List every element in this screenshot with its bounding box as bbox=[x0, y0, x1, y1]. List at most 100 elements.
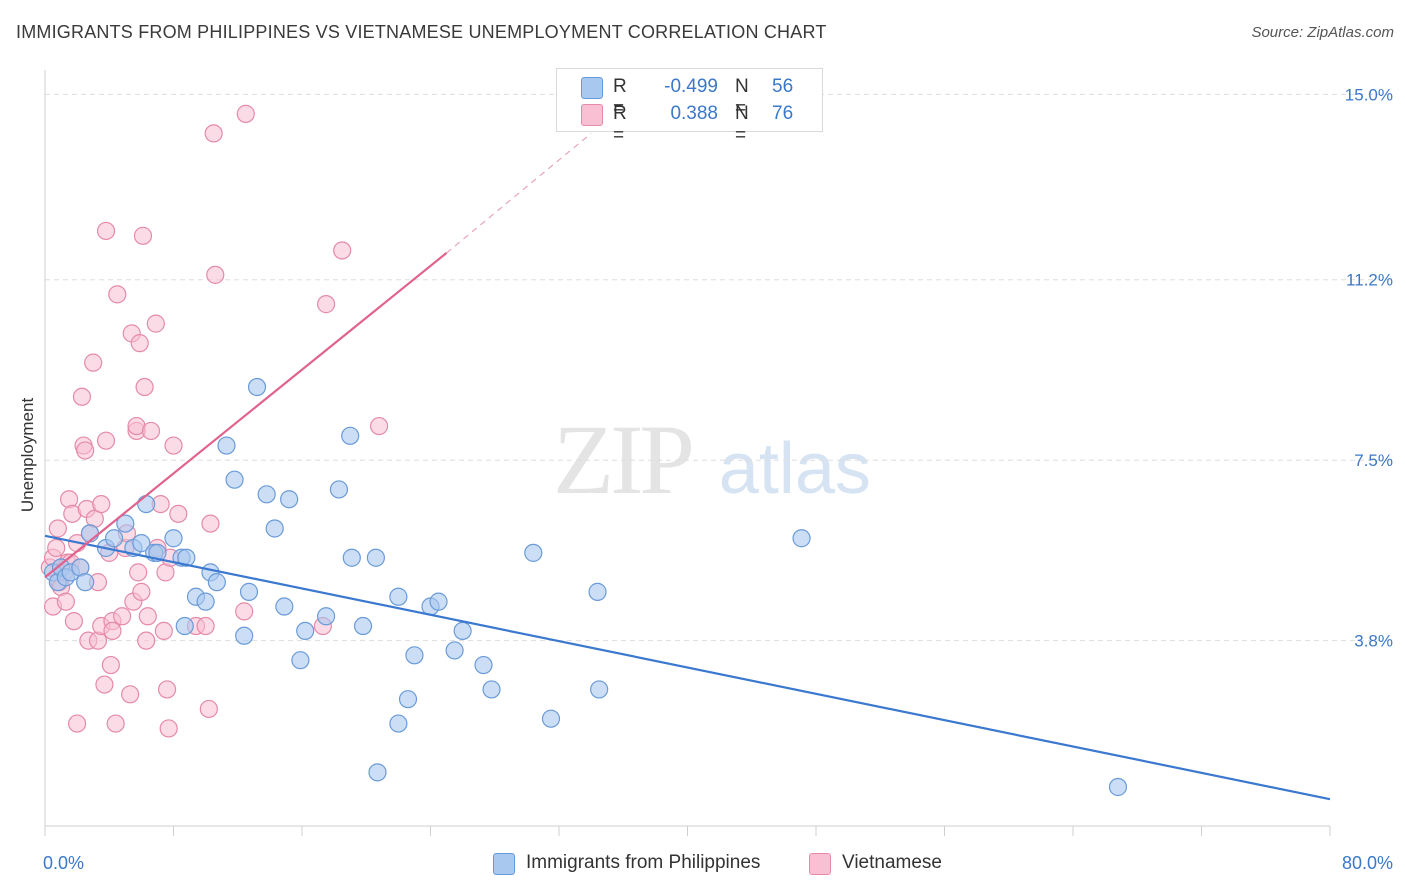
data-point-philippines bbox=[196, 592, 215, 611]
chart-source: Source: ZipAtlas.com bbox=[1251, 24, 1394, 41]
legend-n-label: N = bbox=[735, 103, 749, 146]
data-point-philippines bbox=[429, 592, 448, 611]
data-point-philippines bbox=[275, 597, 294, 616]
bottom-legend-label-philippines: Immigrants from Philippines bbox=[526, 852, 761, 873]
bottom-legend-swatch-philippines bbox=[493, 853, 515, 875]
legend-n-value: 76 bbox=[772, 103, 794, 124]
data-point-vietnamese bbox=[204, 124, 223, 143]
data-point-vietnamese bbox=[164, 436, 183, 455]
trendline-vietnamese bbox=[44, 252, 448, 579]
data-point-philippines bbox=[217, 436, 236, 455]
legend-r-label: R = bbox=[613, 103, 627, 146]
data-point-philippines bbox=[474, 655, 493, 675]
data-point-vietnamese bbox=[64, 612, 84, 631]
data-point-philippines bbox=[175, 616, 194, 636]
data-point-vietnamese bbox=[47, 538, 66, 558]
data-point-philippines bbox=[588, 582, 607, 601]
data-point-philippines bbox=[405, 646, 424, 665]
legend-r-label: R = bbox=[613, 76, 627, 119]
data-point-philippines bbox=[1108, 777, 1128, 797]
data-point-philippines bbox=[524, 543, 543, 562]
legend-r-value: 0.388 bbox=[670, 103, 718, 124]
data-point-philippines bbox=[164, 529, 183, 548]
data-point-vietnamese bbox=[137, 631, 156, 650]
trendline-vietnamese-extension bbox=[446, 132, 592, 254]
y-axis-label: Unemployment bbox=[18, 397, 37, 513]
data-point-vietnamese bbox=[235, 602, 254, 621]
data-point-vietnamese bbox=[88, 631, 108, 650]
data-point-vietnamese bbox=[72, 387, 92, 406]
data-point-vietnamese bbox=[76, 441, 95, 460]
data-point-philippines bbox=[389, 714, 408, 733]
data-point-vietnamese bbox=[133, 226, 153, 245]
data-point-philippines bbox=[398, 690, 418, 709]
data-point-philippines bbox=[366, 548, 385, 567]
chart-title: IMMIGRANTS FROM PHILIPPINES VS VIETNAMES… bbox=[16, 22, 827, 42]
data-point-vietnamese bbox=[130, 334, 149, 353]
data-point-vietnamese bbox=[68, 714, 87, 733]
data-point-philippines bbox=[76, 573, 95, 592]
y-tick-label: 3.8% bbox=[1354, 632, 1393, 651]
bottom-legend-label-vietnamese: Vietnamese bbox=[842, 852, 942, 873]
data-point-philippines bbox=[541, 709, 561, 728]
data-point-philippines bbox=[291, 651, 310, 670]
x-tick-label: 0.0% bbox=[43, 853, 84, 873]
data-point-vietnamese bbox=[154, 621, 173, 641]
data-point-vietnamese bbox=[157, 680, 177, 699]
legend-n-value: 56 bbox=[772, 76, 794, 97]
data-point-vietnamese bbox=[146, 314, 165, 333]
data-point-philippines bbox=[368, 763, 387, 782]
data-point-philippines bbox=[104, 529, 124, 548]
data-point-philippines bbox=[316, 607, 336, 626]
data-point-vietnamese bbox=[95, 675, 114, 694]
data-point-philippines bbox=[80, 524, 100, 543]
data-point-vietnamese bbox=[106, 714, 125, 733]
data-point-philippines bbox=[265, 519, 284, 538]
data-point-philippines bbox=[225, 470, 244, 489]
data-point-philippines bbox=[342, 548, 361, 567]
bottom-legend-swatch-vietnamese bbox=[809, 853, 831, 875]
data-point-vietnamese bbox=[135, 377, 154, 397]
data-point-vietnamese bbox=[196, 616, 215, 636]
data-point-vietnamese bbox=[84, 353, 103, 372]
data-point-vietnamese bbox=[159, 719, 178, 738]
data-point-philippines bbox=[482, 680, 501, 699]
correlation-legend: R = -0.499 N = 56 R = 0.388 N = 76 bbox=[556, 68, 823, 146]
y-tick-label: 11.2% bbox=[1346, 271, 1393, 290]
data-point-philippines bbox=[445, 641, 464, 660]
data-point-philippines bbox=[207, 573, 226, 592]
data-point-vietnamese bbox=[370, 416, 389, 436]
data-point-vietnamese bbox=[103, 621, 122, 641]
data-point-vietnamese bbox=[96, 431, 116, 450]
data-point-vietnamese bbox=[236, 104, 255, 123]
data-point-vietnamese bbox=[56, 592, 75, 611]
data-point-philippines bbox=[792, 529, 811, 548]
legend-r-value: -0.499 bbox=[664, 76, 718, 97]
data-point-philippines bbox=[329, 480, 349, 499]
data-point-philippines bbox=[137, 494, 156, 514]
y-tick-label: 15.0% bbox=[1345, 85, 1393, 104]
data-point-vietnamese bbox=[112, 607, 132, 626]
data-point-vietnamese bbox=[129, 563, 148, 582]
data-point-vietnamese bbox=[132, 582, 151, 601]
data-point-vietnamese bbox=[206, 265, 225, 284]
data-point-philippines bbox=[389, 587, 408, 606]
y-tick-label: 7.5% bbox=[1354, 451, 1393, 470]
data-point-vietnamese bbox=[48, 519, 67, 538]
data-point-vietnamese bbox=[169, 504, 188, 523]
data-point-philippines bbox=[132, 534, 151, 553]
data-point-vietnamese bbox=[201, 514, 220, 533]
data-point-vietnamese bbox=[92, 494, 111, 514]
legend-n-label: N = bbox=[735, 76, 749, 119]
data-point-vietnamese bbox=[96, 221, 116, 241]
legend-swatch-philippines bbox=[581, 77, 603, 99]
trendline-philippines bbox=[44, 534, 1331, 801]
watermark-zip: ZIP bbox=[553, 404, 695, 515]
data-point-vietnamese bbox=[138, 607, 157, 626]
data-point-vietnamese bbox=[333, 241, 352, 260]
watermark: ZIP atlas bbox=[553, 402, 871, 517]
data-point-philippines bbox=[453, 621, 472, 641]
data-point-philippines bbox=[116, 514, 135, 533]
data-point-vietnamese bbox=[101, 655, 120, 675]
